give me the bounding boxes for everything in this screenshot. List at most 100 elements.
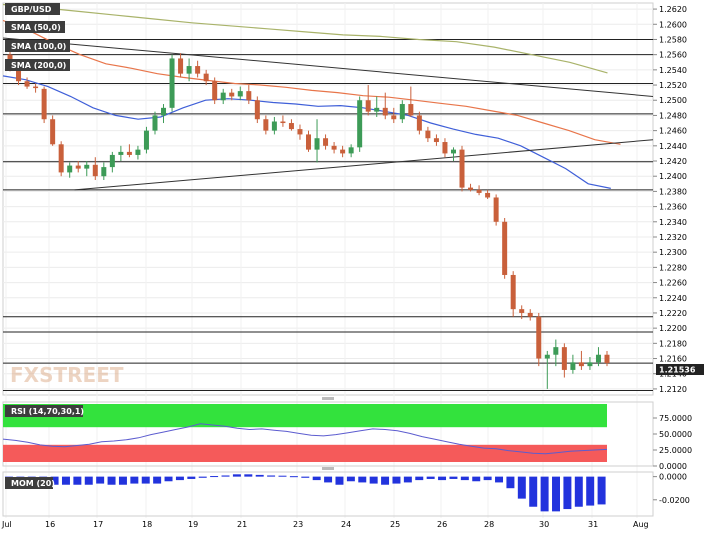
candle-body [306, 134, 311, 150]
candle-body [195, 66, 201, 74]
rsi-overbought-zone [3, 404, 607, 428]
sma200-tag[interactable]: SMA (200,0) [5, 59, 70, 71]
mom-bar [164, 476, 173, 482]
y-tick-label: 1.2520 [659, 81, 687, 90]
mom-bar [426, 476, 435, 479]
momentum-panel: 0.0000 -0.0200 [2, 471, 690, 517]
mom-bar [495, 476, 504, 483]
y-tick-label: 1.2580 [659, 35, 687, 44]
candle-body [263, 119, 269, 131]
candle-body [169, 58, 175, 108]
mom-bar [472, 476, 481, 482]
candle-body [186, 66, 192, 74]
price-badge-text: 1.21536 [659, 366, 696, 375]
candle-body [152, 115, 158, 131]
pane-splitter-bottom[interactable] [322, 467, 334, 470]
moving-averages [2, 3, 621, 189]
mom-bar [552, 476, 560, 512]
mom-bar [449, 476, 458, 479]
mom-bar [324, 476, 333, 483]
candle-body [382, 107, 388, 116]
y-tick-label: 1.2300 [659, 248, 687, 257]
x-tick-label: 16 [45, 520, 55, 529]
candle-body [604, 354, 610, 364]
candle-body [536, 316, 542, 359]
sma50-tag[interactable]: SMA (50,0) [5, 21, 65, 33]
candle-body [254, 100, 260, 120]
mom-bar [187, 476, 196, 479]
mom-bar [438, 476, 447, 481]
candle-body [374, 107, 380, 112]
candle-body [271, 121, 277, 131]
sma100-tag[interactable]: SMA (100,0) [5, 40, 70, 52]
mom-tick-label: 0.0000 [659, 473, 687, 482]
svg-text:SMA (100,0): SMA (100,0) [11, 42, 66, 51]
candle-body [58, 144, 64, 173]
y-tick-label: 1.2420 [659, 157, 687, 166]
mom-bar [517, 476, 526, 499]
mom-bar [289, 476, 298, 478]
rsi-tick-label: 25.0000 [659, 446, 692, 455]
candle-body [161, 107, 167, 116]
mom-bar [506, 476, 515, 489]
candle-body [331, 145, 337, 150]
sma100-line [2, 19, 621, 145]
mom-tag[interactable]: MOM (20) [5, 477, 55, 489]
svg-text:MOM (20): MOM (20) [11, 479, 55, 488]
mom-bar [597, 476, 606, 505]
candle-body [502, 221, 508, 275]
candle-body [433, 138, 439, 143]
mom-bar [586, 476, 595, 506]
y-tick-label: 1.2400 [659, 172, 687, 181]
mom-bar [118, 476, 127, 485]
y-tick-label: 1.2620 [659, 5, 687, 14]
x-tick-label: 21 [237, 520, 247, 529]
mom-bar [141, 476, 150, 484]
mom-bar [244, 474, 253, 477]
candle-body [399, 104, 405, 120]
mom-bar [96, 476, 105, 484]
mom-tick-label: -0.0200 [659, 496, 690, 505]
time-axis: Jul 16 17 18 19 21 23 24 25 26 28 30 31 Aug [1, 520, 649, 529]
symbol-tag[interactable]: GBP/USD [5, 3, 60, 15]
candle-body [408, 104, 414, 116]
candle-body [126, 151, 132, 155]
candle-body [553, 347, 559, 355]
candle-body [84, 164, 90, 169]
candle-body [561, 347, 567, 370]
candle-body [578, 362, 584, 367]
y-tick-label: 1.2320 [659, 233, 687, 242]
x-tick-label: 26 [437, 520, 447, 529]
x-tick-label: 18 [142, 520, 152, 529]
candle-body [357, 100, 363, 148]
mom-bar [563, 476, 572, 510]
y-tick-label: 1.2120 [659, 385, 687, 394]
candle-body [178, 58, 184, 74]
mom-bar [107, 476, 116, 485]
mom-bar [301, 476, 310, 478]
candle-body [485, 192, 491, 198]
y-tick-label: 1.2180 [659, 339, 687, 348]
candle-body [450, 149, 456, 154]
rsi-tick-label: 75.0000 [659, 414, 692, 423]
mom-frame [2, 471, 654, 517]
candle-body [212, 81, 218, 101]
mom-bar [415, 476, 424, 481]
candle-body [527, 312, 533, 317]
mom-bar [529, 476, 538, 507]
mom-bar [358, 476, 367, 483]
y-tick-label: 1.2200 [659, 324, 687, 333]
mom-bar [198, 476, 207, 478]
rsi-tick-label: 0.0000 [659, 462, 687, 471]
mom-bar [346, 476, 355, 482]
candle-body [340, 149, 346, 154]
trendline [2, 37, 654, 97]
pane-splitter-top[interactable] [322, 397, 334, 400]
mom-bar [369, 476, 378, 484]
mom-bar [392, 476, 401, 484]
x-tick-label: 31 [588, 520, 598, 529]
x-tick-label: 24 [341, 520, 351, 529]
candle-body [246, 91, 252, 101]
rsi-tag[interactable]: RSI (14,70,30,1) [5, 405, 84, 417]
